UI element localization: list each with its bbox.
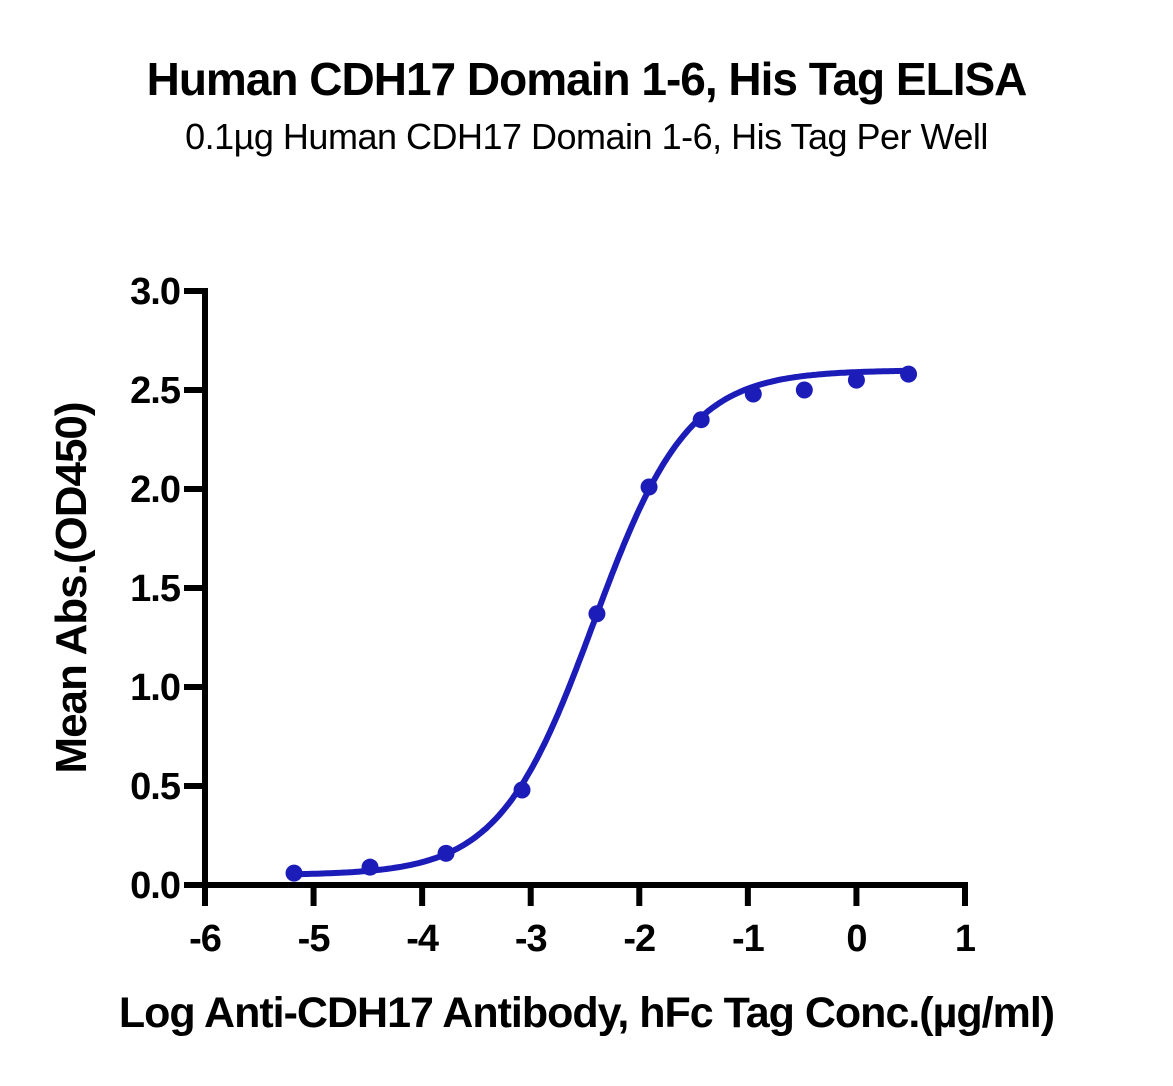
- x-tick-label: -5: [298, 918, 331, 960]
- x-tick-label: 1: [955, 918, 976, 960]
- y-tick-label: 3.0: [130, 271, 180, 313]
- x-axis-title: Log Anti-CDH17 Antibody, hFc Tag Conc.(µ…: [118, 989, 1055, 1037]
- y-tick-label: 0.0: [130, 865, 180, 907]
- data-point: [640, 478, 658, 496]
- x-tick-label: -4: [406, 918, 439, 960]
- data-point: [361, 858, 379, 876]
- data-point: [847, 371, 865, 389]
- data-point: [900, 365, 918, 383]
- x-tick-label: -6: [189, 918, 221, 960]
- y-tick-label: 2.5: [130, 370, 181, 412]
- y-tick-label: 1.5: [130, 568, 181, 610]
- data-point: [795, 381, 813, 399]
- data-point: [588, 605, 606, 623]
- x-tick-label: -3: [515, 918, 547, 960]
- data-point: [513, 781, 531, 799]
- data-point: [692, 411, 710, 429]
- data-point: [744, 385, 762, 403]
- x-tick-label: 0: [846, 918, 866, 960]
- y-tick-label: 2.0: [130, 469, 180, 511]
- data-point: [285, 864, 303, 882]
- y-tick-label: 1.0: [130, 667, 180, 709]
- chart-subtitle: 0.1µg Human CDH17 Domain 1-6, His Tag Pe…: [185, 116, 988, 157]
- chart-title: Human CDH17 Domain 1-6, His Tag ELISA: [146, 53, 1028, 105]
- y-tick-label: 0.5: [130, 766, 181, 808]
- x-tick-label: -2: [623, 918, 655, 960]
- fit-curve: [291, 367, 912, 878]
- x-tick-label: -1: [732, 918, 765, 960]
- data-point: [437, 844, 455, 862]
